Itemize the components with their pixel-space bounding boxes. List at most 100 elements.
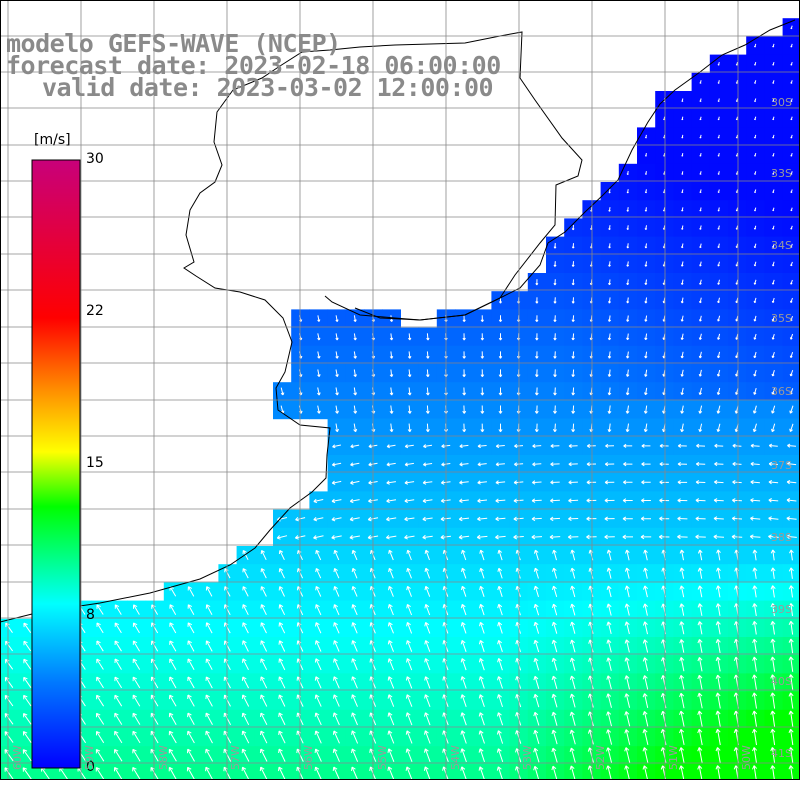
- wind-arrow: [426, 387, 430, 396]
- wind-arrow: [642, 747, 649, 764]
- wind-arrow: [735, 134, 738, 139]
- wind-arrow: [571, 315, 575, 323]
- wind-arrow: [790, 152, 793, 157]
- wind-arrow: [644, 243, 648, 249]
- wind-arrow: [353, 405, 358, 414]
- wind-arrow: [586, 516, 597, 522]
- wind-arrow: [132, 766, 141, 780]
- wind-arrow: [606, 639, 612, 653]
- wind-arrow: [570, 585, 576, 598]
- wind-arrow: [771, 370, 775, 377]
- wind-speed-cell: [600, 764, 620, 780]
- wind-arrow: [680, 279, 684, 285]
- wind-speed-cell: [564, 764, 583, 780]
- wind-arrow: [770, 620, 776, 635]
- wind-arrow: [586, 498, 597, 503]
- wind-arrow: [387, 730, 395, 744]
- wind-arrow: [169, 640, 177, 652]
- wind-arrow: [750, 443, 760, 448]
- wind-arrow: [205, 676, 213, 689]
- wind-arrow: [480, 423, 485, 433]
- wind-arrow: [424, 658, 431, 671]
- wind-arrow: [681, 207, 684, 212]
- wind-arrow: [697, 549, 703, 561]
- wind-arrow: [696, 443, 706, 448]
- wind-arrow: [735, 297, 739, 304]
- wind-arrow: [607, 405, 612, 414]
- wind-arrow: [459, 498, 469, 503]
- wind-arrow: [497, 603, 503, 616]
- wind-arrow: [772, 189, 775, 194]
- lat-label-38s: 38S: [771, 531, 792, 544]
- wind-arrow: [114, 730, 123, 744]
- wind-arrow: [568, 516, 579, 522]
- wind-arrow: [404, 480, 415, 485]
- wind-arrow: [569, 657, 576, 671]
- colorbar-unit: [m/s]: [34, 132, 71, 148]
- wind-arrow: [659, 498, 670, 503]
- wind-arrow: [332, 766, 341, 780]
- wind-arrow: [533, 549, 539, 561]
- wind-arrow: [96, 604, 104, 615]
- wind-arrow: [479, 549, 485, 561]
- wind-arrow: [624, 639, 630, 653]
- wind-arrow: [606, 549, 612, 561]
- wind-arrow: [608, 189, 611, 194]
- wind-arrow: [498, 351, 503, 359]
- wind-arrow: [679, 567, 685, 579]
- wind-arrow: [496, 748, 504, 763]
- wind-arrow: [498, 333, 503, 341]
- wind-arrow: [752, 656, 758, 672]
- wind-arrow: [132, 694, 141, 707]
- wind-arrow: [187, 658, 195, 670]
- wind-arrow: [351, 694, 358, 707]
- wind-arrow: [480, 369, 485, 378]
- wind-arrow: [752, 710, 758, 727]
- wind-arrow: [790, 171, 793, 175]
- wind-arrow: [753, 243, 757, 249]
- colorbar-tick-15: 15: [86, 455, 104, 471]
- wind-arrow: [714, 480, 724, 485]
- wind-arrow: [699, 98, 702, 103]
- wind-arrow: [754, 116, 757, 121]
- wind-arrow: [424, 676, 431, 689]
- coastline-path-east: [354, 19, 796, 321]
- wind-arrow: [423, 444, 433, 449]
- wind-arrow: [771, 297, 775, 303]
- lon-label-50w: 50W: [740, 745, 753, 770]
- lat-label-33s: 33S: [771, 167, 792, 180]
- wind-arrow: [187, 676, 195, 689]
- wind-arrow: [731, 516, 743, 521]
- wind-arrow: [553, 279, 557, 286]
- wind-arrow: [458, 516, 470, 522]
- wind-arrow: [626, 333, 630, 341]
- wind-arrow: [205, 730, 213, 744]
- wind-arrow: [260, 712, 268, 726]
- wind-arrow: [461, 549, 467, 561]
- wind-speed-cell: [546, 764, 565, 780]
- wind-arrow: [425, 405, 430, 414]
- wind-arrow: [697, 585, 703, 598]
- wind-arrow: [317, 405, 321, 414]
- wind-arrow: [388, 549, 394, 561]
- wind-arrow: [335, 333, 339, 341]
- wind-arrow: [753, 333, 757, 340]
- wind-arrow: [624, 585, 630, 598]
- wind-arrow: [96, 640, 104, 652]
- wind-arrow: [697, 639, 703, 653]
- wind-speed-cell: [127, 764, 147, 780]
- wind-arrow: [644, 171, 647, 175]
- wind-arrow: [114, 748, 123, 762]
- wind-arrow: [643, 585, 649, 598]
- wind-arrow: [335, 315, 339, 323]
- wind-arrow: [644, 189, 648, 194]
- wind-arrow: [351, 676, 358, 689]
- wind-arrow: [23, 713, 32, 725]
- wind-arrow: [571, 423, 576, 433]
- wind-arrow: [699, 261, 702, 267]
- wind-arrow: [241, 766, 250, 780]
- wind-speed-cell: [273, 764, 292, 780]
- wind-arrow: [626, 243, 630, 249]
- wind-arrow: [699, 152, 702, 157]
- wind-arrow: [132, 640, 141, 652]
